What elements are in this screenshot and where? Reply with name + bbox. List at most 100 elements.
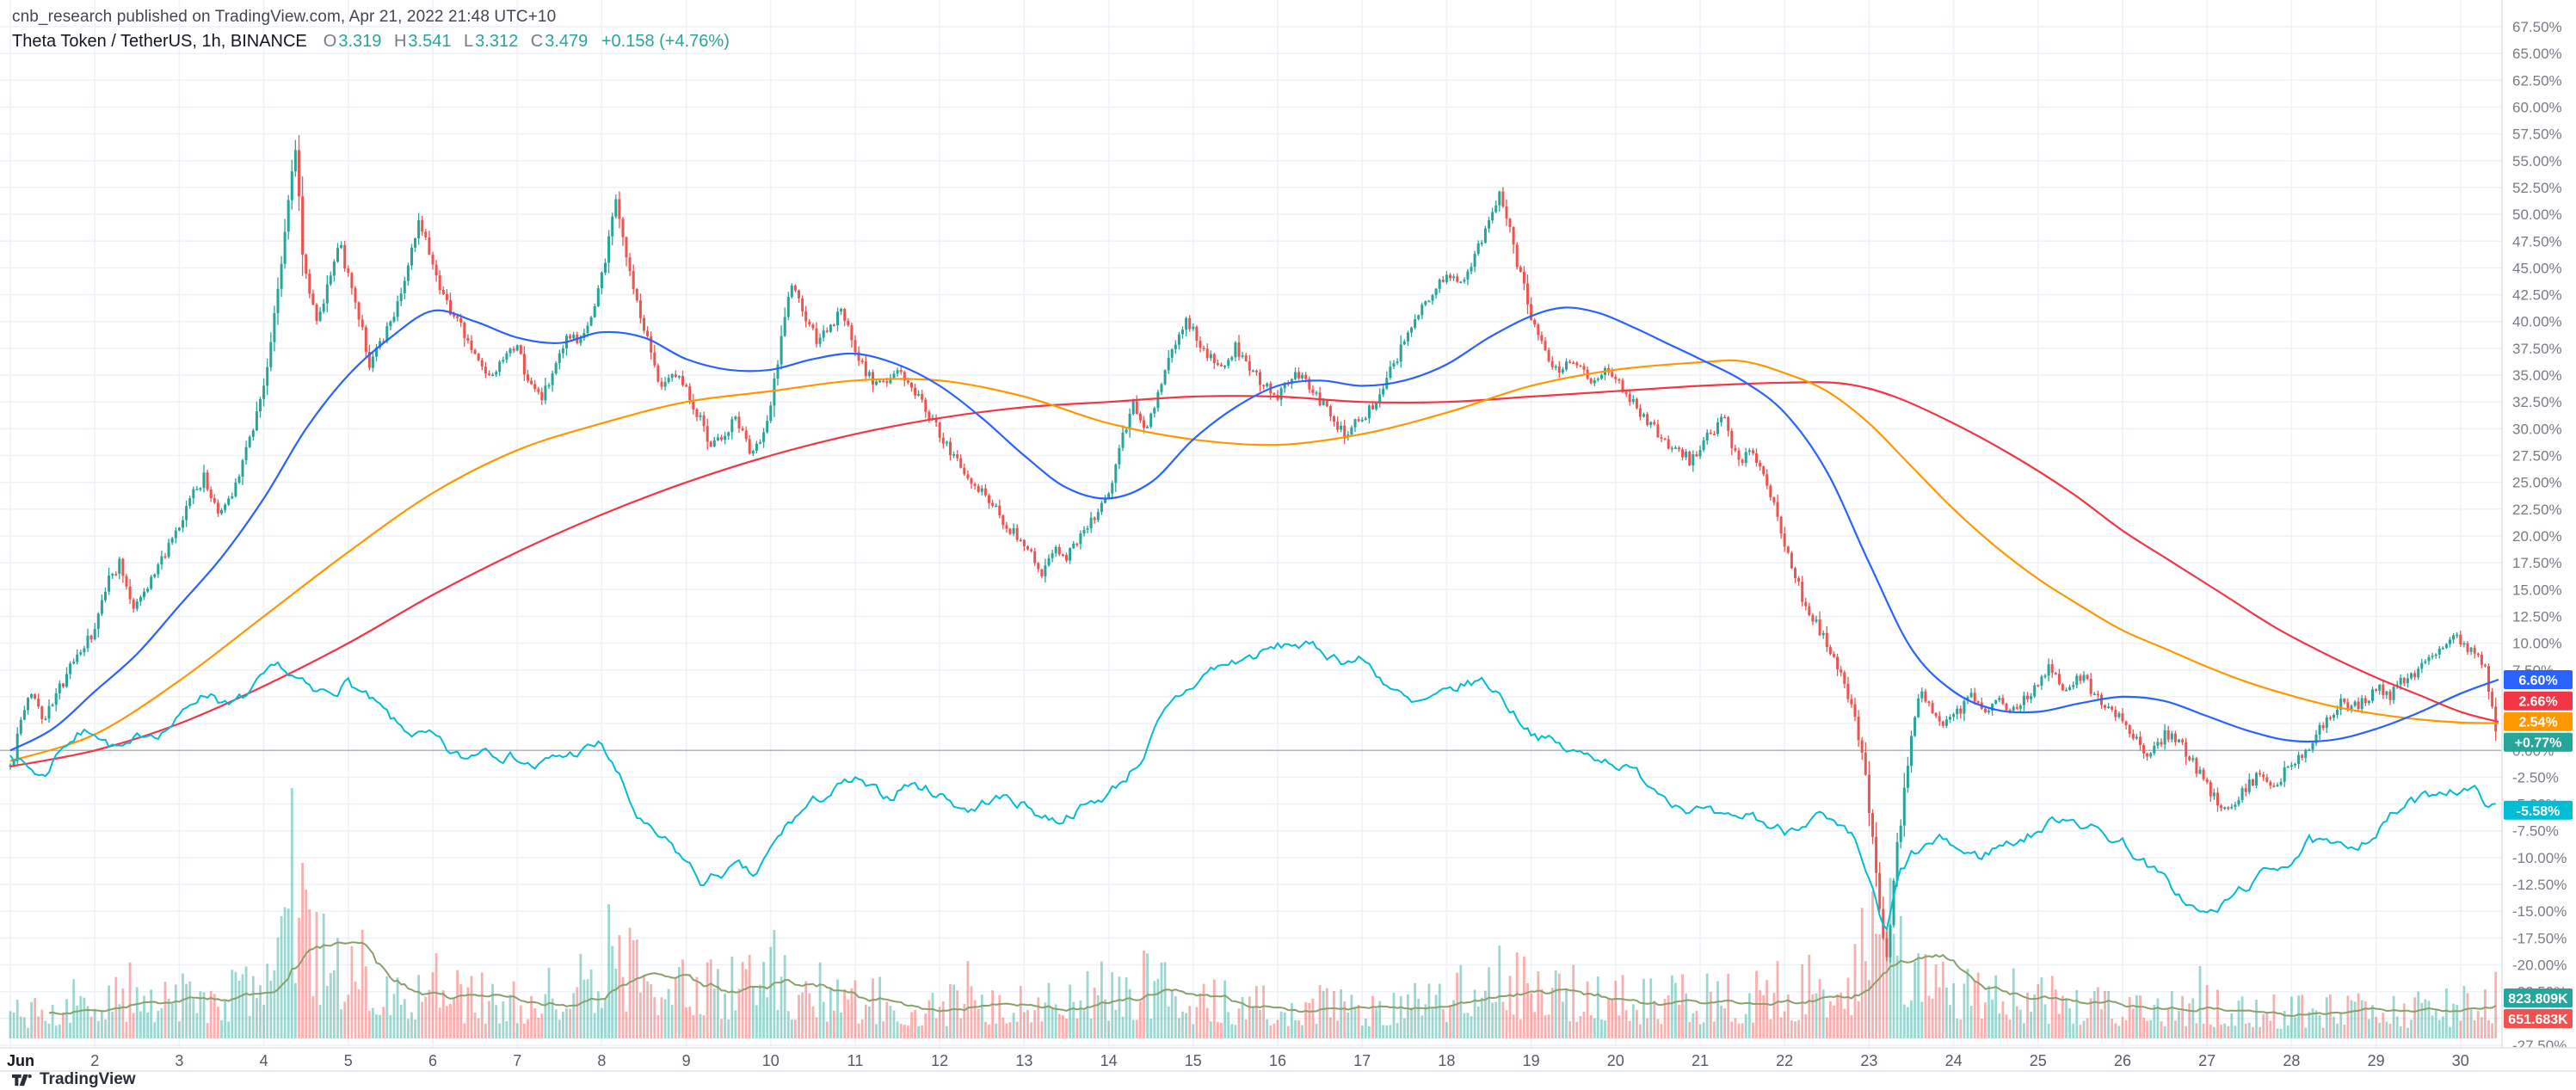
svg-text:13: 13 xyxy=(1015,1052,1032,1069)
svg-text:-10.00%: -10.00% xyxy=(2512,850,2567,866)
svg-text:-5.58%: -5.58% xyxy=(2517,804,2561,819)
time-axis[interactable]: Jun 2 3 4 5 6 7 8 9 10 11 12 13 14 15 16 17 18 19 20 21 22 23 2… xyxy=(0,1047,2576,1072)
svg-text:6.60%: 6.60% xyxy=(2518,674,2557,688)
ohlc-close-label: C xyxy=(530,32,544,51)
ma-fast-label xyxy=(2504,670,2573,689)
svg-text:2: 2 xyxy=(90,1052,99,1069)
svg-text:22: 22 xyxy=(1776,1052,1793,1069)
svg-text:19: 19 xyxy=(1523,1052,1540,1069)
volume-bars xyxy=(9,788,2498,1038)
svg-text:5: 5 xyxy=(344,1052,353,1069)
svg-text:62.50%: 62.50% xyxy=(2512,72,2562,89)
svg-text:6: 6 xyxy=(428,1052,437,1069)
tradingview-footer[interactable]: TradingView xyxy=(12,1070,136,1088)
close-label xyxy=(2504,732,2573,752)
grid-lines xyxy=(0,0,2502,1048)
svg-text:18: 18 xyxy=(1438,1052,1455,1069)
svg-text:15.00%: 15.00% xyxy=(2512,582,2562,598)
svg-text:52.50%: 52.50% xyxy=(2512,180,2562,196)
svg-text:24: 24 xyxy=(1945,1052,1963,1069)
tradingview-logo-icon[interactable] xyxy=(12,1074,33,1087)
attribution-line: cnb_research published on TradingView.co… xyxy=(12,8,557,26)
svg-text:-15.00%: -15.00% xyxy=(2512,903,2567,920)
svg-text:3: 3 xyxy=(175,1052,183,1069)
ohlc-open-value: 3.319 xyxy=(338,32,382,51)
svg-text:7: 7 xyxy=(513,1052,521,1069)
volume-ma-label xyxy=(2504,1009,2573,1028)
volume-value-label xyxy=(2504,988,2573,1007)
svg-text:-7.50%: -7.50% xyxy=(2512,823,2559,840)
svg-text:26: 26 xyxy=(2114,1052,2131,1069)
svg-text:4: 4 xyxy=(260,1052,268,1069)
svg-text:27.50%: 27.50% xyxy=(2512,448,2562,465)
svg-text:20.00%: 20.00% xyxy=(2512,528,2562,545)
svg-text:42.50%: 42.50% xyxy=(2512,287,2562,304)
svg-text:25.00%: 25.00% xyxy=(2512,475,2562,491)
svg-text:22.50%: 22.50% xyxy=(2512,502,2562,518)
svg-text:21: 21 xyxy=(1692,1052,1709,1069)
svg-text:50.00%: 50.00% xyxy=(2512,206,2562,223)
compare-label xyxy=(2504,800,2573,820)
ohlc-low-label: L xyxy=(464,32,474,51)
svg-text:651.683K: 651.683K xyxy=(2508,1013,2568,1027)
ohlc-low-value: 3.312 xyxy=(475,32,519,51)
svg-text:40.00%: 40.00% xyxy=(2512,314,2562,330)
svg-text:20: 20 xyxy=(1607,1052,1624,1069)
ohlc-values: O 3.319 H 3.541 L 3.312 C 3.479 +0.158 (+4.7… xyxy=(316,32,730,52)
svg-text:32.50%: 32.50% xyxy=(2512,394,2562,410)
svg-text:27: 27 xyxy=(2198,1052,2215,1069)
svg-text:30: 30 xyxy=(2452,1052,2469,1069)
svg-text:15: 15 xyxy=(1185,1052,1202,1069)
svg-text:9: 9 xyxy=(682,1052,691,1069)
svg-text:-12.50%: -12.50% xyxy=(2512,877,2567,893)
svg-text:+0.77%: +0.77% xyxy=(2515,736,2562,751)
svg-text:23: 23 xyxy=(1860,1052,1877,1069)
ma-slow-red-line xyxy=(9,381,2499,768)
price-axis[interactable]: 67.50% 65.00% 62.50% 60.00% 57.50% 55.00% 52.5… xyxy=(2501,0,2576,1090)
compare-line xyxy=(9,640,2496,932)
svg-text:57.50%: 57.50% xyxy=(2512,126,2562,143)
svg-text:8: 8 xyxy=(597,1052,606,1069)
svg-text:12.50%: 12.50% xyxy=(2512,609,2562,625)
symbol-title[interactable]: Theta Token / TetherUS, 1h, BINANCE xyxy=(12,32,307,51)
volume-ma-line xyxy=(48,941,2497,1018)
svg-text:12: 12 xyxy=(931,1052,948,1069)
svg-text:17.50%: 17.50% xyxy=(2512,555,2562,571)
svg-text:29: 29 xyxy=(2368,1052,2385,1069)
ma-mid-orange-line xyxy=(9,359,2499,762)
price-label-chips: -5.58% +0.77% 2.54% 2.66% 6.60% 823.809K 651.6… xyxy=(2504,670,2573,1028)
svg-text:10.00%: 10.00% xyxy=(2512,636,2562,652)
svg-text:11: 11 xyxy=(847,1052,864,1069)
svg-text:30.00%: 30.00% xyxy=(2512,421,2562,437)
ma-fast-blue-line xyxy=(9,306,2499,752)
ma-slow-label xyxy=(2504,691,2573,711)
svg-text:60.00%: 60.00% xyxy=(2512,100,2562,116)
svg-text:2.66%: 2.66% xyxy=(2518,695,2557,710)
svg-text:28: 28 xyxy=(2283,1052,2300,1069)
svg-text:55.00%: 55.00% xyxy=(2512,153,2562,169)
svg-text:25: 25 xyxy=(2030,1052,2047,1069)
svg-text:2.54%: 2.54% xyxy=(2518,716,2557,730)
ma-mid-label xyxy=(2504,711,2573,731)
candles xyxy=(9,135,2498,963)
ohlc-open-label: O xyxy=(323,32,337,51)
svg-text:16: 16 xyxy=(1269,1052,1286,1069)
svg-text:65.00%: 65.00% xyxy=(2512,46,2562,62)
tradingview-logo-text[interactable]: TradingView xyxy=(40,1070,136,1088)
svg-text:14: 14 xyxy=(1100,1052,1118,1069)
svg-text:10: 10 xyxy=(762,1052,780,1069)
svg-text:45.00%: 45.00% xyxy=(2512,260,2562,276)
svg-text:47.50%: 47.50% xyxy=(2512,233,2562,249)
svg-text:35.00%: 35.00% xyxy=(2512,367,2562,384)
ohlc-high-value: 3.541 xyxy=(408,32,452,51)
svg-text:-17.50%: -17.50% xyxy=(2512,930,2567,946)
svg-text:Jun: Jun xyxy=(7,1052,34,1069)
ohlc-close-value: 3.479 xyxy=(545,32,589,51)
svg-text:67.50%: 67.50% xyxy=(2512,19,2562,35)
svg-text:-2.50%: -2.50% xyxy=(2512,769,2559,785)
svg-text:823.809K: 823.809K xyxy=(2508,992,2568,1007)
chart-header: cnb_research published on TradingView.co… xyxy=(12,8,730,52)
ohlc-change: +0.158 (+4.76%) xyxy=(601,32,730,51)
